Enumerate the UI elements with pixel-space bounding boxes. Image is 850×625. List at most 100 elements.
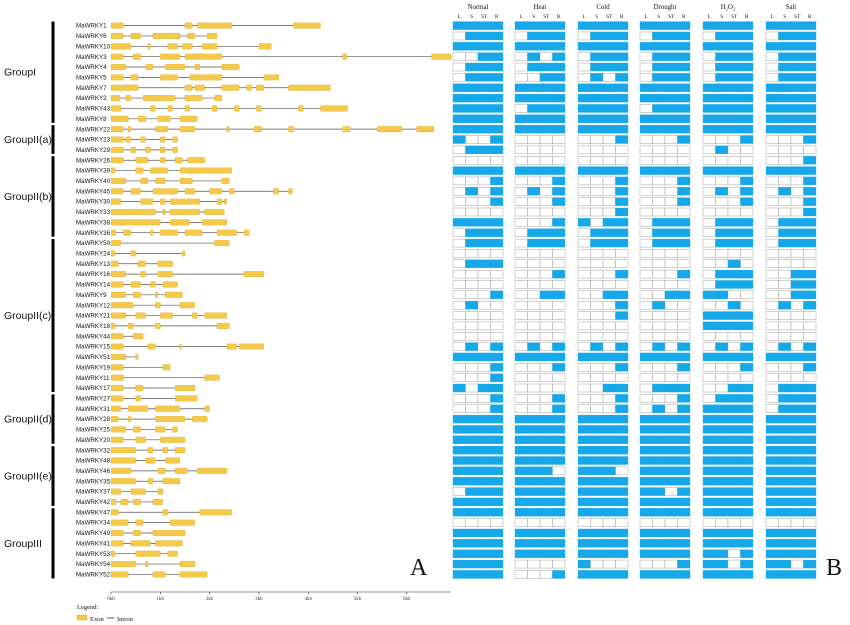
expression-cell-on xyxy=(727,280,741,289)
expression-cell-off xyxy=(577,311,591,320)
expression-cell-on xyxy=(677,559,691,569)
expression-cell-on xyxy=(602,21,616,30)
expression-cell-on xyxy=(452,383,466,393)
gene-name: MaWRKY5 xyxy=(76,74,107,81)
expression-cell-on xyxy=(790,549,804,558)
expression-cell-on xyxy=(740,508,754,517)
expression-cell-on xyxy=(514,477,528,486)
expression-cell-on xyxy=(740,114,754,123)
expression-cell-on xyxy=(514,435,528,444)
expression-cell-on xyxy=(539,528,553,538)
expression-cell-off xyxy=(552,259,566,268)
expression-cell-off xyxy=(615,332,629,341)
expression-cell-off xyxy=(790,518,804,527)
expression-cell-on xyxy=(615,487,629,496)
expression-cell-on xyxy=(477,42,491,51)
tissue-label: R xyxy=(808,14,812,20)
expression-cell-on xyxy=(715,93,729,103)
expression-cell-on xyxy=(664,114,678,123)
expression-cell-off xyxy=(790,207,804,217)
expression-cell-off xyxy=(514,321,528,331)
expression-cell-off xyxy=(552,280,566,289)
expression-cell-on xyxy=(677,187,691,196)
expression-cell-on xyxy=(778,124,792,134)
gene-name: MaWRKY42 xyxy=(76,499,111,506)
exon-block xyxy=(167,550,178,557)
expression-cell-off xyxy=(652,259,666,268)
expression-cell-on xyxy=(778,435,792,444)
expression-cell-on xyxy=(639,528,653,538)
expression-cell-on xyxy=(452,124,466,134)
expression-cell-on xyxy=(740,62,754,72)
expression-row xyxy=(452,383,817,393)
expression-cell-off xyxy=(727,135,741,144)
expression-cell-on xyxy=(727,477,741,486)
expression-cell-off xyxy=(490,269,504,279)
exon-block xyxy=(150,167,168,174)
expression-cell-off xyxy=(577,259,591,268)
expression-cell-off xyxy=(765,311,779,320)
exon-block xyxy=(239,343,264,350)
expression-cell-on xyxy=(677,497,691,507)
expression-cell-off xyxy=(590,155,604,165)
exon-block xyxy=(110,146,124,153)
expression-cell-off xyxy=(664,135,678,144)
expression-cell-on xyxy=(527,435,541,444)
gene-structures xyxy=(110,22,452,578)
expression-cell-on xyxy=(465,508,479,517)
exon-block xyxy=(147,343,156,350)
expression-cell-on xyxy=(539,425,553,434)
expression-cell-on xyxy=(539,445,553,455)
expression-cell-on xyxy=(765,497,779,507)
expression-cell-on xyxy=(803,187,817,196)
expression-cell-off xyxy=(527,383,541,393)
exon-block xyxy=(110,240,122,247)
expression-cell-off xyxy=(740,290,754,300)
expression-cell-off xyxy=(602,269,616,279)
expression-cell-on xyxy=(702,466,716,476)
expression-cell-off xyxy=(527,259,541,268)
expression-cell-on xyxy=(602,456,616,465)
expression-cell-off xyxy=(539,280,553,289)
expression-cell-on xyxy=(740,93,754,103)
expression-cell-on xyxy=(639,93,653,103)
expression-cell-on xyxy=(527,83,541,92)
expression-cell-off xyxy=(639,300,653,310)
exon-block xyxy=(184,188,195,195)
expression-cell-on xyxy=(477,114,491,123)
exon-block xyxy=(135,354,139,360)
expression-cell-on xyxy=(778,342,792,351)
expression-cell-on xyxy=(715,269,729,279)
exon-block xyxy=(431,53,452,60)
exon-block xyxy=(288,84,331,91)
expression-cell-off xyxy=(477,394,491,403)
expression-cell-on xyxy=(490,528,504,538)
expression-cell-off xyxy=(715,155,729,165)
expression-cell-on xyxy=(490,259,504,268)
expression-cell-on xyxy=(790,425,804,434)
exon-block xyxy=(179,302,195,309)
expression-cell-off xyxy=(577,73,591,82)
expression-cell-on xyxy=(552,425,566,434)
expression-cell-on xyxy=(790,31,804,41)
expression-cell-off xyxy=(590,404,604,413)
expression-cell-on xyxy=(527,456,541,465)
tissue-label: S xyxy=(720,14,723,20)
tissue-label: ST xyxy=(668,14,675,20)
gene-structure-row xyxy=(110,498,163,505)
group-label: GroupII(d) xyxy=(4,414,52,426)
expression-cell-on xyxy=(664,104,678,113)
expression-cell-on xyxy=(552,176,566,186)
expression-cell-on xyxy=(677,166,691,175)
expression-cell-on xyxy=(602,352,616,362)
expression-cell-on xyxy=(490,31,504,41)
expression-cell-off xyxy=(577,52,591,61)
expression-cell-on xyxy=(590,497,604,507)
expression-cell-on xyxy=(639,456,653,465)
gene-name: MaWRKY18 xyxy=(76,323,111,330)
expression-cell-off xyxy=(715,363,729,372)
expression-cell-on xyxy=(727,93,741,103)
expression-cell-on xyxy=(615,228,629,237)
expression-cell-on xyxy=(652,301,666,310)
expression-cell-on xyxy=(740,218,754,227)
